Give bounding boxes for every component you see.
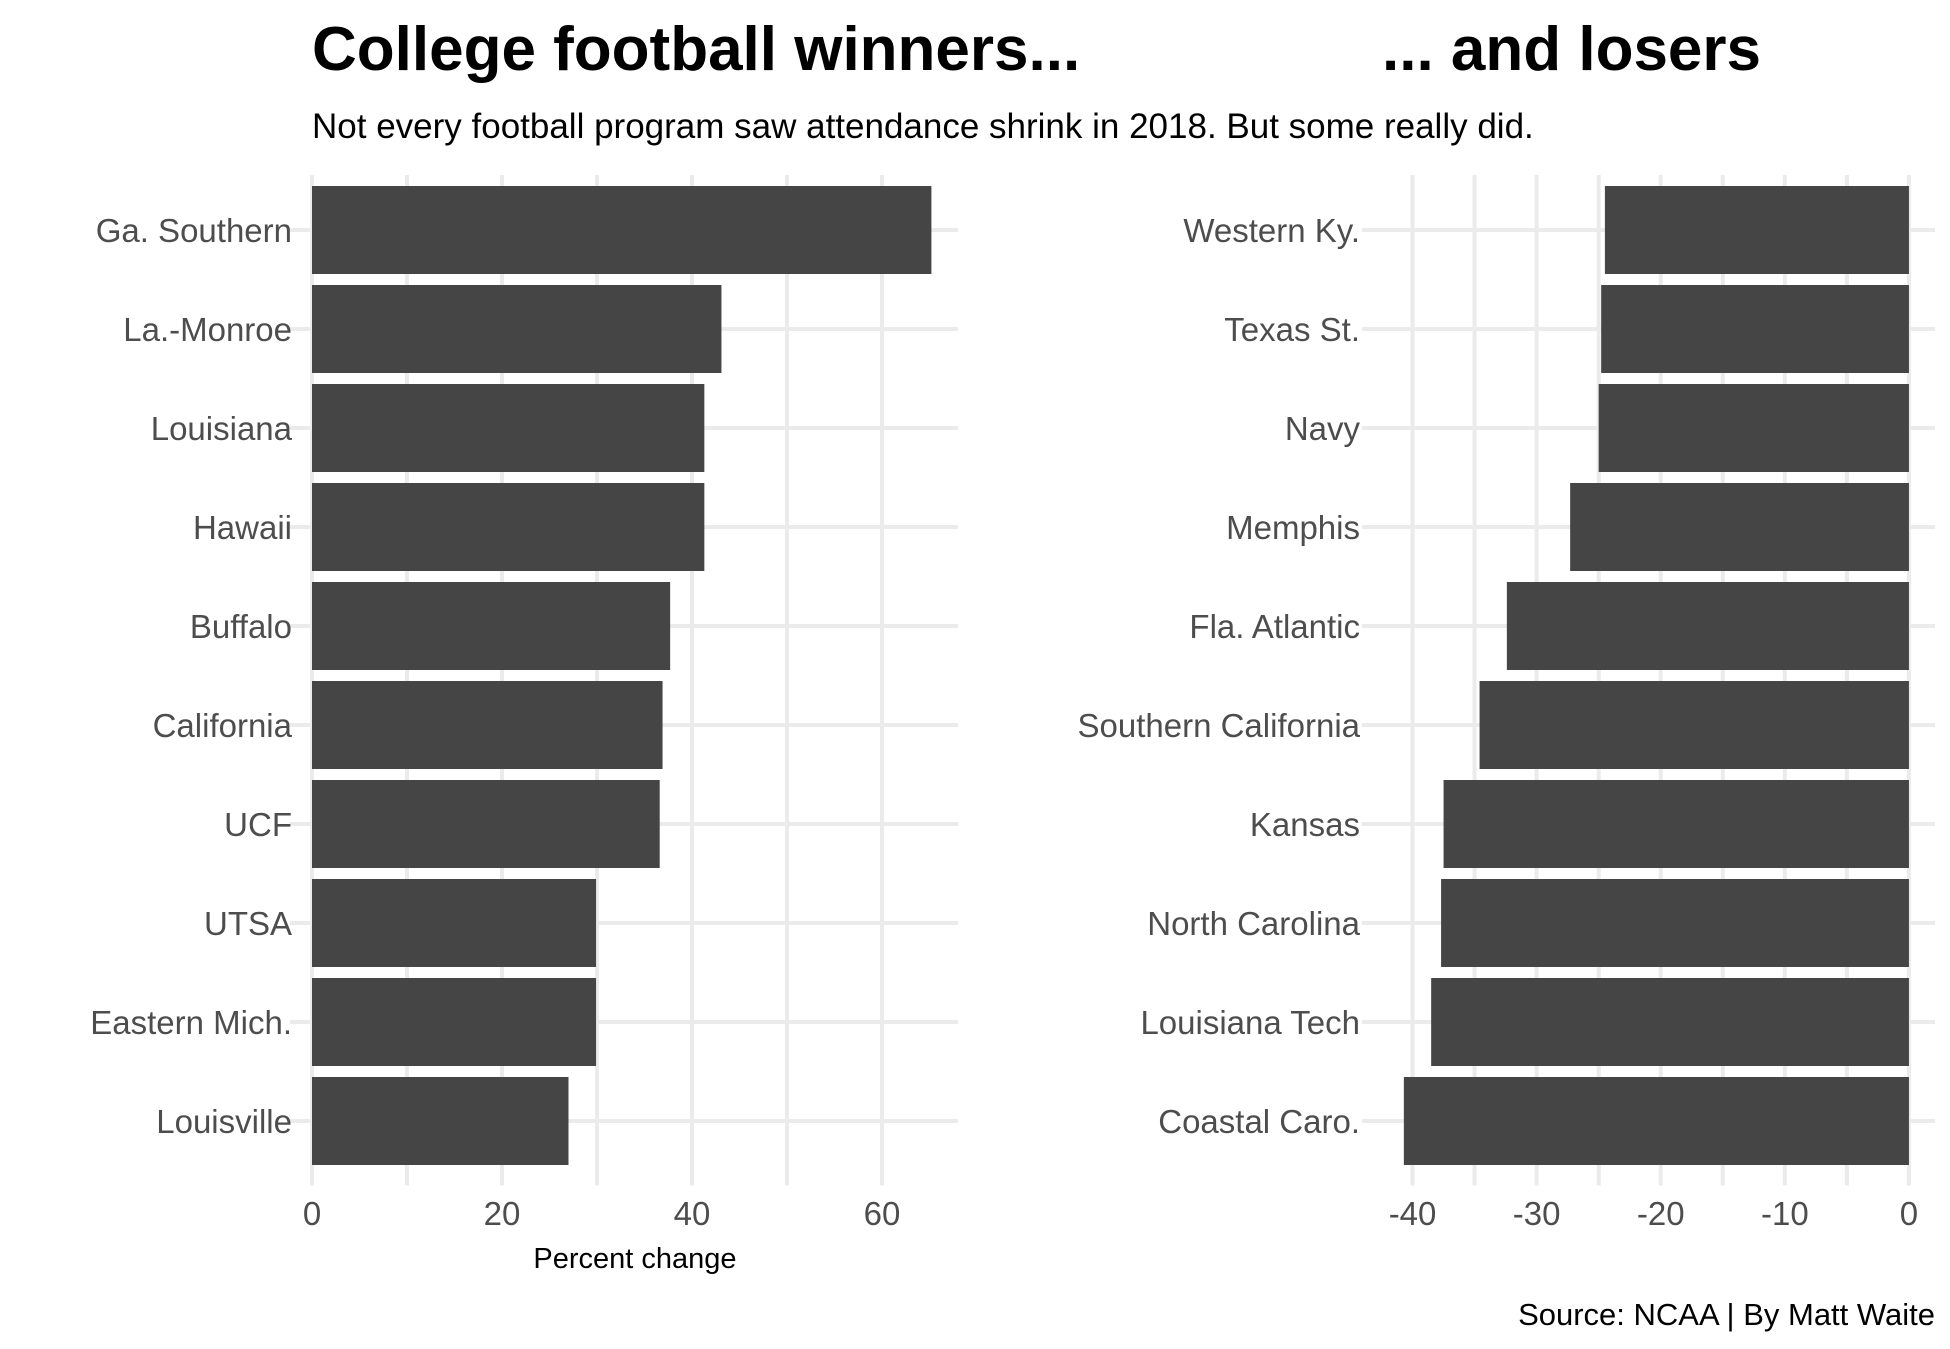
category-label: Louisville [156, 1103, 292, 1140]
bar-ucf [312, 780, 660, 868]
chart-subtitle: Not every football program saw attendanc… [312, 107, 1534, 146]
bar-eastern-mich- [312, 978, 597, 1066]
category-label: California [153, 707, 293, 744]
category-label: UTSA [204, 905, 292, 942]
x-tick-label: 60 [864, 1195, 901, 1232]
x-tick-label: -40 [1389, 1195, 1437, 1232]
bar-california [312, 681, 663, 769]
category-label: Memphis [1226, 509, 1360, 546]
bar-kansas [1443, 780, 1909, 868]
x-tick-label: 0 [303, 1195, 321, 1232]
bar-north-carolina [1441, 879, 1909, 967]
category-label: Fla. Atlantic [1189, 608, 1360, 645]
left-panel: Ga. Southern La.-Monroe Louisiana Hawaii Buf… [90, 175, 958, 1275]
right-chart-title: ... and losers [1382, 15, 1761, 84]
bar-la-monroe [312, 285, 722, 373]
bar-buffalo [312, 582, 671, 670]
bar-louisiana-tech [1431, 978, 1909, 1066]
bar-southern-california [1479, 681, 1909, 769]
bar-louisiana [312, 384, 705, 472]
x-tick-label: 40 [674, 1195, 711, 1232]
bar-memphis [1570, 483, 1909, 571]
category-label: North Carolina [1147, 905, 1360, 942]
category-label: Louisiana Tech [1140, 1004, 1360, 1041]
bar-louisville [312, 1077, 569, 1165]
bar-fla-atlantic [1506, 582, 1909, 670]
category-label: UCF [224, 806, 292, 843]
x-axis-title: Percent change [533, 1243, 736, 1275]
category-label: Eastern Mich. [90, 1004, 292, 1041]
x-tick-label: 0 [1900, 1195, 1918, 1232]
category-label: Buffalo [190, 608, 292, 645]
category-label: La.-Monroe [123, 311, 292, 348]
bar-texas-st- [1601, 285, 1909, 373]
category-label: Texas St. [1224, 311, 1360, 348]
x-tick-label: -30 [1513, 1195, 1561, 1232]
category-label: Hawaii [193, 509, 292, 546]
category-label: Western Ky. [1183, 212, 1360, 249]
category-label: Ga. Southern [96, 212, 292, 249]
bar-ga-southern [312, 186, 932, 274]
bar-utsa [312, 879, 597, 967]
left-chart-title: College football winners... [312, 15, 1080, 84]
x-tick-label: -20 [1637, 1195, 1685, 1232]
x-tick-label: 20 [484, 1195, 521, 1232]
category-label: Louisiana [151, 410, 293, 447]
category-label: Navy [1285, 410, 1361, 447]
category-label: Coastal Caro. [1158, 1103, 1360, 1140]
bar-hawaii [312, 483, 705, 571]
x-tick-label: -10 [1761, 1195, 1809, 1232]
category-label: Southern California [1078, 707, 1361, 744]
right-panel: Western Ky. Texas St. Navy Memphis Fla. Atla… [1078, 175, 1935, 1232]
category-label: Kansas [1250, 806, 1360, 843]
bar-coastal-caro- [1403, 1077, 1909, 1165]
bar-navy [1598, 384, 1909, 472]
bar-western-ky- [1604, 186, 1909, 274]
chart-caption: Source: NCAA | By Matt Waite [1518, 1297, 1935, 1332]
